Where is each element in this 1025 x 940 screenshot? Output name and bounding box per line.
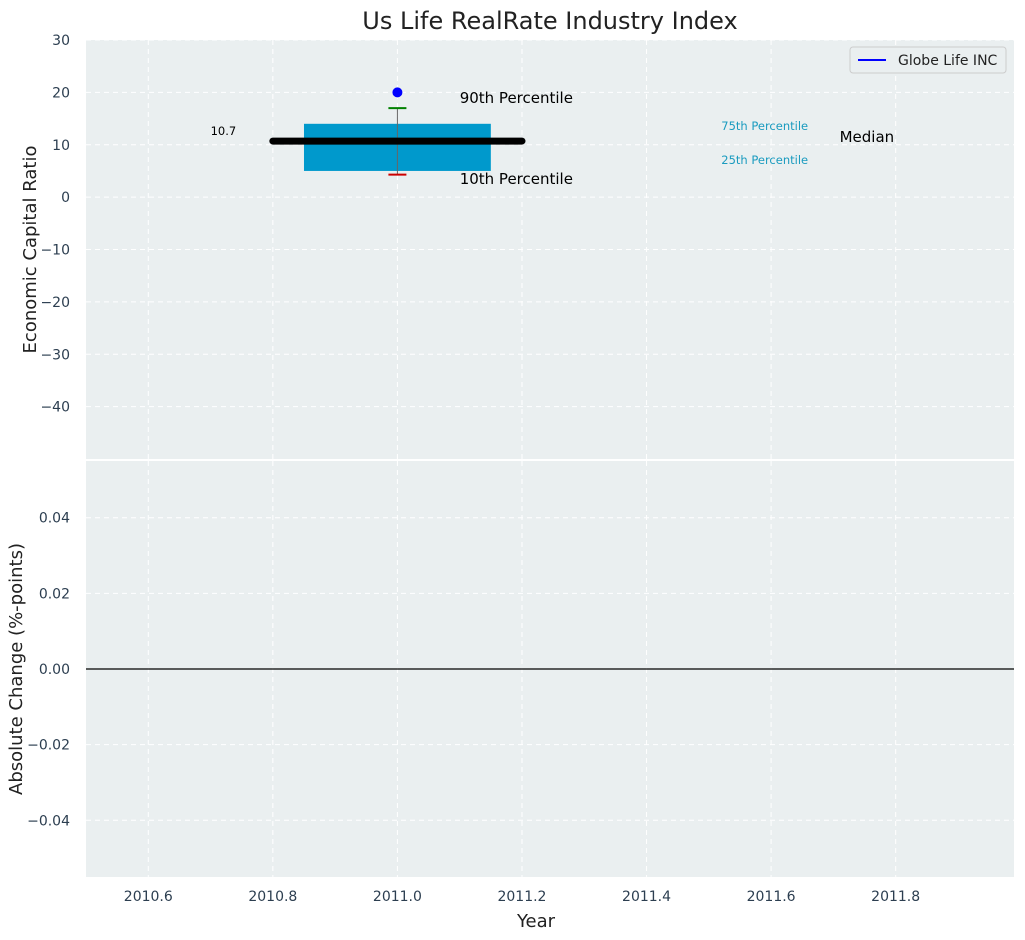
box-plot-panel: 10.7 90th Percentile 10th Percentile 75th P… (20, 7, 1014, 459)
annotation-label: 10th Percentile (460, 170, 573, 188)
grid (86, 39, 1014, 459)
annotation-label: 25th Percentile (721, 153, 808, 167)
y-tick-label: 30 (52, 33, 70, 49)
y-tick-label: 0 (61, 190, 70, 206)
change-panel: 0.04 0.02 0.00 −0.02 −0.04 2010.6 2010.8 2011.… (6, 461, 1014, 932)
y-tick-labels: 0.04 0.02 0.00 −0.02 −0.04 (27, 511, 70, 830)
y-tick-label: −40 (40, 400, 70, 416)
y-tick-label: 0.02 (39, 586, 70, 602)
x-axis-label: Year (516, 911, 556, 932)
y-tick-label: 0.00 (39, 662, 70, 678)
y-tick-label: 10 (52, 138, 70, 154)
y-tick-label: −0.02 (27, 738, 70, 754)
legend-box (849, 46, 1007, 74)
y-tick-labels: 30 20 10 0 −10 −20 −30 −40 (40, 33, 70, 416)
x-tick-label: 2010.8 (248, 889, 297, 905)
chart-title: Us Life RealRate Industry Index (362, 7, 737, 35)
x-tick-label: 2011.8 (871, 889, 920, 905)
y-tick-label: −0.04 (27, 813, 70, 829)
annotation-label: 75th Percentile (721, 119, 808, 133)
x-tick-label: 2011.6 (747, 889, 796, 905)
y-tick-label: −20 (40, 295, 70, 311)
outlier-point (392, 87, 403, 98)
y-tick-label: −10 (40, 243, 70, 259)
x-tick-label: 2011.4 (622, 889, 671, 905)
x-tick-label: 2011.2 (497, 889, 546, 905)
y-axis-label: Economic Capital Ratio (20, 146, 41, 354)
y-axis-label: Absolute Change (%-points) (6, 543, 27, 795)
annotations: 10.7 90th Percentile 10th Percentile 75th P… (211, 89, 895, 188)
y-tick-label: −30 (40, 347, 70, 363)
annotation-label: Median (840, 128, 895, 146)
y-tick-label: 0.04 (39, 511, 70, 527)
y-tick-label: 20 (52, 85, 70, 101)
x-tick-label: 2011.0 (373, 889, 422, 905)
legend: Globe Life INC (849, 46, 1007, 74)
annotation-label: 90th Percentile (460, 89, 573, 107)
x-tick-label: 2010.6 (124, 889, 173, 905)
box-plot-marks (269, 87, 526, 176)
x-tick-labels: 2010.6 2010.8 2011.0 2011.2 2011.4 2011.6 2011… (124, 889, 920, 905)
legend-entry-label: Globe Life INC (898, 53, 998, 69)
annotation-label: 10.7 (211, 124, 237, 138)
